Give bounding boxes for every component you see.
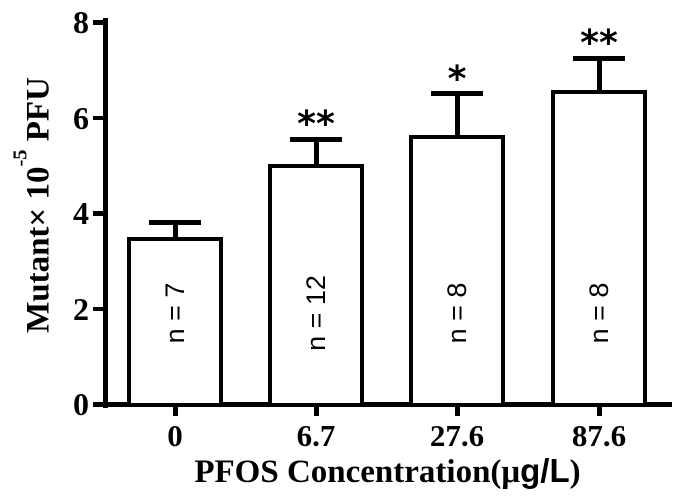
bar	[268, 163, 364, 407]
error-bar-cap	[290, 136, 342, 142]
error-bar-cap	[573, 55, 625, 61]
error-bar-cap	[149, 220, 201, 226]
error-bar-stem	[313, 139, 319, 171]
x-axis-line	[103, 402, 672, 407]
x-tick-mark	[313, 405, 319, 416]
x-tick-mark	[172, 405, 178, 416]
x-axis-title-unit: g/L	[520, 452, 570, 489]
y-tick-label: 6	[73, 99, 89, 136]
significance-stars: **	[297, 104, 335, 146]
y-tick-label: 8	[73, 4, 89, 41]
y-tick-label: 2	[73, 290, 89, 327]
bar-n-label: n = 8	[584, 282, 614, 344]
y-tick-mark	[93, 20, 106, 25]
y-tick-mark	[93, 115, 106, 121]
bar-n-label: n = 12	[301, 275, 331, 351]
error-bar-stem	[172, 222, 178, 245]
significance-stars: *	[447, 58, 467, 100]
bar	[409, 134, 505, 407]
y-tick-label: 0	[73, 386, 89, 422]
x-axis-title: PFOS Concentration(μg/L)	[103, 451, 672, 491]
y-axis-title-superscript: -5	[9, 149, 32, 167]
y-tick-mark	[93, 211, 106, 216]
x-tick-label: 87.6	[571, 418, 627, 453]
x-axis-title-suffix: )	[569, 454, 581, 490]
error-bar-cap	[431, 91, 483, 97]
y-tick-label: 4	[73, 195, 89, 232]
y-axis-title: Mutant× 10-5 PFU	[9, 53, 56, 358]
x-axis-title-mu: μ	[501, 454, 521, 490]
error-bar-stem	[596, 58, 602, 97]
bar	[127, 237, 223, 407]
x-axis-title-prefix: PFOS Concentration(	[194, 454, 502, 490]
y-tick-mark	[93, 306, 106, 312]
y-tick-mark	[93, 402, 106, 407]
bar-n-label: n = 8	[442, 282, 472, 344]
x-tick-label: 0	[167, 418, 183, 453]
x-tick-label: 6.7	[296, 418, 336, 453]
bar-n-label: n = 7	[160, 282, 190, 344]
error-bar-stem	[454, 93, 460, 142]
x-tick-mark	[454, 405, 460, 416]
x-tick-mark	[596, 405, 602, 416]
bar	[551, 89, 647, 407]
x-tick-label: 27.6	[429, 418, 485, 453]
significance-stars: **	[580, 23, 618, 65]
